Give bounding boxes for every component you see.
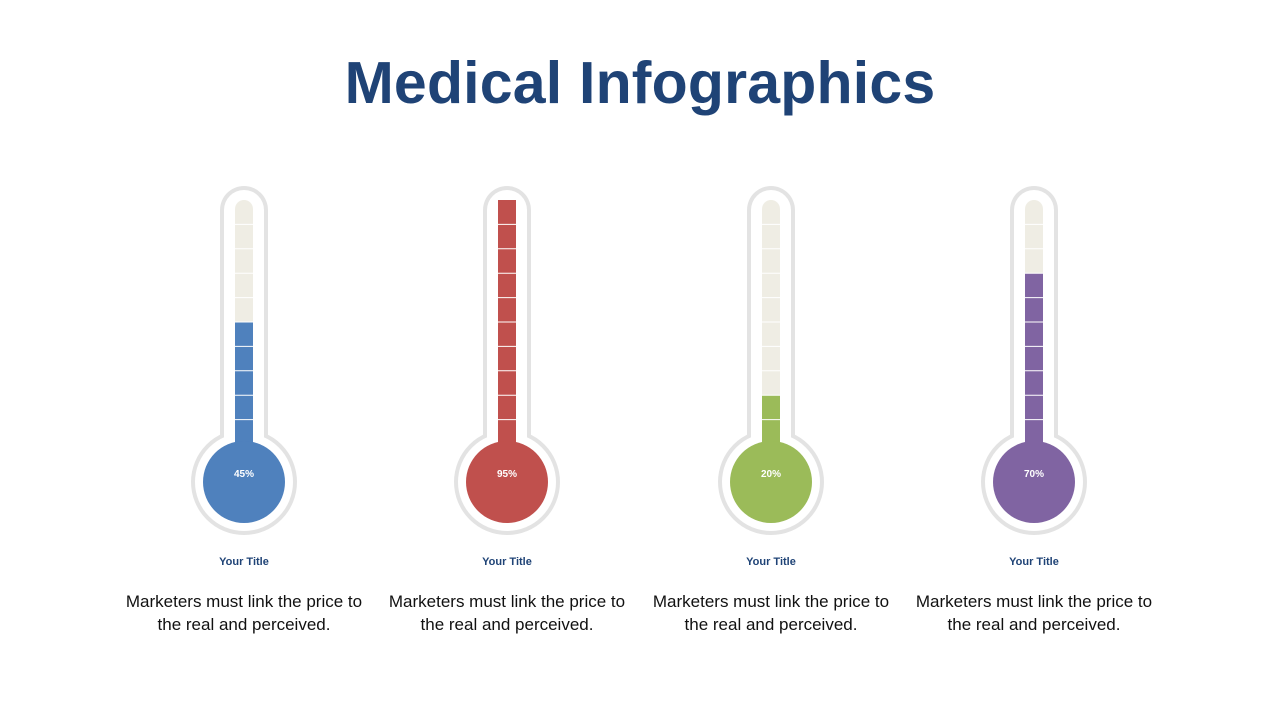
item-title: Your Title <box>1009 556 1059 568</box>
thermometer-card-1: 45% Your Title Marketers must link the p… <box>114 180 374 650</box>
thermometer-card-2: 95% Your Title Marketers must link the p… <box>377 180 637 650</box>
item-title: Your Title <box>482 556 532 568</box>
thermometer-4: 70% <box>981 186 1087 535</box>
item-description: Marketers must link the price to the rea… <box>388 592 626 634</box>
percent-label: 95% <box>497 469 517 480</box>
percent-label: 45% <box>234 469 254 480</box>
item-description: Marketers must link the price to the rea… <box>652 592 890 634</box>
thermometer-bulb <box>466 441 548 523</box>
thermometer-1: 45% <box>191 186 297 535</box>
page-title: Medical Infographics <box>344 50 936 116</box>
item-description: Marketers must link the price to the rea… <box>125 592 363 634</box>
item-title: Your Title <box>746 556 796 568</box>
thermometer-bulb <box>203 441 285 523</box>
thermometer-2: 95% <box>454 186 560 535</box>
thermometer-bulb <box>730 441 812 523</box>
percent-label: 20% <box>761 469 781 480</box>
percent-label: 70% <box>1024 469 1044 480</box>
item-description: Marketers must link the price to the rea… <box>915 592 1153 634</box>
thermometer-card-3: 20% Your Title Marketers must link the p… <box>641 180 901 650</box>
item-title: Your Title <box>219 556 269 568</box>
thermometer-3: 20% <box>718 186 824 535</box>
thermometer-card-4: 70% Your Title Marketers must link the p… <box>904 180 1164 650</box>
thermometer-fill <box>1025 273 1043 482</box>
thermometer-bulb <box>993 441 1075 523</box>
thermometer-fill <box>498 200 516 482</box>
